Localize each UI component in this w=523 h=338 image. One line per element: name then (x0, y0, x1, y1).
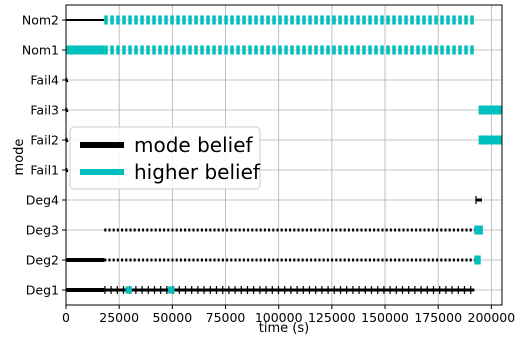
x-axis-label: time (s) (259, 321, 309, 336)
y-tick-label-nom1: Nom1 (22, 43, 59, 58)
legend-label-mode-belief: mode belief (134, 133, 253, 157)
series-higher-belief (66, 15, 502, 294)
legend: mode belief higher belief (69, 126, 261, 190)
y-tick-label-fail3: Fail3 (30, 103, 59, 118)
x-tick-label-25000: 25000 (99, 310, 139, 325)
y-tick-label-deg1: Deg1 (26, 283, 59, 298)
y-tick-label-deg3: Deg3 (26, 223, 59, 238)
x-tick-label-50000: 50000 (152, 310, 192, 325)
x-tick-label-175000: 175000 (414, 310, 462, 325)
plot-frame (65, 4, 503, 306)
x-tick-label-125000: 125000 (308, 310, 356, 325)
x-tick-label-0: 0 (62, 310, 70, 325)
x-tick-label-100000: 100000 (255, 310, 303, 325)
series-layer (65, 15, 502, 294)
x-tick-label-75000: 75000 (206, 310, 246, 325)
y-axis-label: mode (12, 139, 27, 176)
legend-label-higher-belief: higher belief (134, 160, 261, 184)
y-tick-label-deg2: Deg2 (26, 253, 59, 268)
series-mode-belief (65, 19, 496, 294)
y-tick-label-nom2: Nom2 (22, 13, 59, 28)
y-tick-label-fail1: Fail1 (30, 163, 59, 178)
x-tick-label-200000: 200000 (468, 310, 516, 325)
y-tick-label-fail4: Fail4 (30, 73, 59, 88)
y-tick-label-fail2: Fail2 (30, 133, 59, 148)
y-tick-label-deg4: Deg4 (26, 193, 59, 208)
axes: 0 25000 50000 75000 100000 125000 150000 175000… (22, 4, 516, 325)
x-tick-label-150000: 150000 (361, 310, 409, 325)
